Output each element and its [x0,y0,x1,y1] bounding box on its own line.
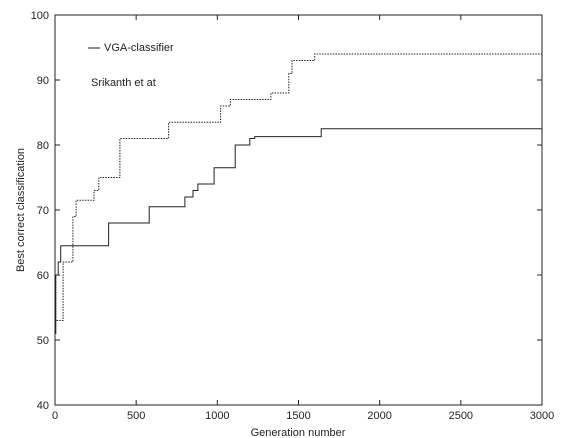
series-layer [55,53,542,334]
x-tick-label: 1000 [205,410,229,422]
legend-label-vga: VGA-classifier [104,42,174,54]
x-tick-label: 1500 [286,410,310,422]
x-tick-label: 3000 [530,410,554,422]
x-tick-label: 0 [52,410,58,422]
x-tick-label: 2000 [367,410,391,422]
x-tick-label: 500 [127,410,145,422]
y-tick-label: 60 [37,270,49,282]
y-tick-label: 100 [31,10,49,22]
legend: VGA-classifier Srikanth et at [88,42,174,89]
legend-label-srikanth: Srikanth et at [91,77,156,89]
y-tick-label: 50 [37,335,49,347]
y-tick-label: 90 [37,75,49,87]
y-axis-label: Best correct classification [15,148,27,272]
y-tick-label: 70 [37,205,49,217]
x-axis-label: Generation number [251,427,346,438]
x-tick-label: 2500 [449,410,473,422]
y-axis: 40 50 60 70 80 90 100 [31,10,542,412]
y-tick-label: 40 [37,400,49,412]
series-line-srikanth-et-al [56,53,542,321]
series-line-vga-classifier [55,128,542,334]
x-axis: 0 500 1000 1500 2000 2500 3000 [52,15,554,422]
plot-area [54,14,543,406]
y-tick-label: 80 [37,140,49,152]
